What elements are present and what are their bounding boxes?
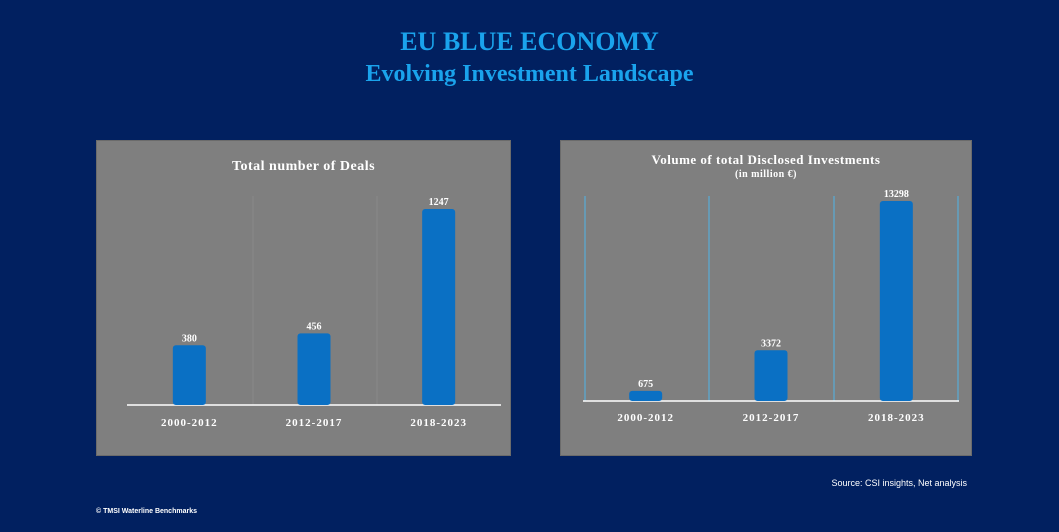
deals-bar-2 <box>422 209 456 405</box>
investments-category-label-1: 2012-2017 <box>743 412 800 424</box>
investments-chart-title: Volume of total Disclosed Investments <box>651 152 881 167</box>
investments-value-label-0: 675 <box>638 379 653 390</box>
investments-bar-1 <box>754 350 788 401</box>
investments-category-label-2: 2018-2023 <box>868 412 925 424</box>
investments-category-label-0: 2000-2012 <box>617 412 674 424</box>
investments-chart-panel: 675 2000-2012 3372 2012-2017 13298 2018-2023 … <box>560 140 972 456</box>
deals-value-label-2: 1247 <box>429 197 449 208</box>
investments-bar-0 <box>629 390 663 401</box>
investments-bar-2 <box>879 201 913 401</box>
deals-category-label-2: 2018-2023 <box>410 417 467 429</box>
deals-chart-panel: 380 2000-2012 456 2012-2017 1247 2018-2023 To… <box>96 140 511 456</box>
page-title: EU BLUE ECONOMY <box>400 27 659 56</box>
investments-chart-subtitle: (in million €) <box>734 169 797 180</box>
deals-bar-0 <box>172 345 206 405</box>
deals-category-label-0: 2000-2012 <box>161 417 218 429</box>
investments-value-label-2: 13298 <box>884 189 909 200</box>
deals-category-label-1: 2012-2017 <box>286 417 343 429</box>
deals-chart: 380 2000-2012 456 2012-2017 1247 2018-2023 <box>127 196 501 429</box>
deals-value-label-1: 456 <box>307 321 322 332</box>
deals-bar-1 <box>297 333 331 405</box>
investments-value-label-1: 3372 <box>761 338 781 349</box>
investments-chart: 675 2000-2012 3372 2012-2017 13298 2018-2023 <box>583 189 959 424</box>
source-note: Source: CSI insights, Net analysis <box>831 478 967 488</box>
copyright-note: © TMSI Waterline Benchmarks <box>96 508 197 515</box>
page-subtitle: Evolving Investment Landscape <box>365 61 694 87</box>
deals-value-label-0: 380 <box>182 333 197 344</box>
deals-chart-title: Total number of Deals <box>231 159 376 174</box>
